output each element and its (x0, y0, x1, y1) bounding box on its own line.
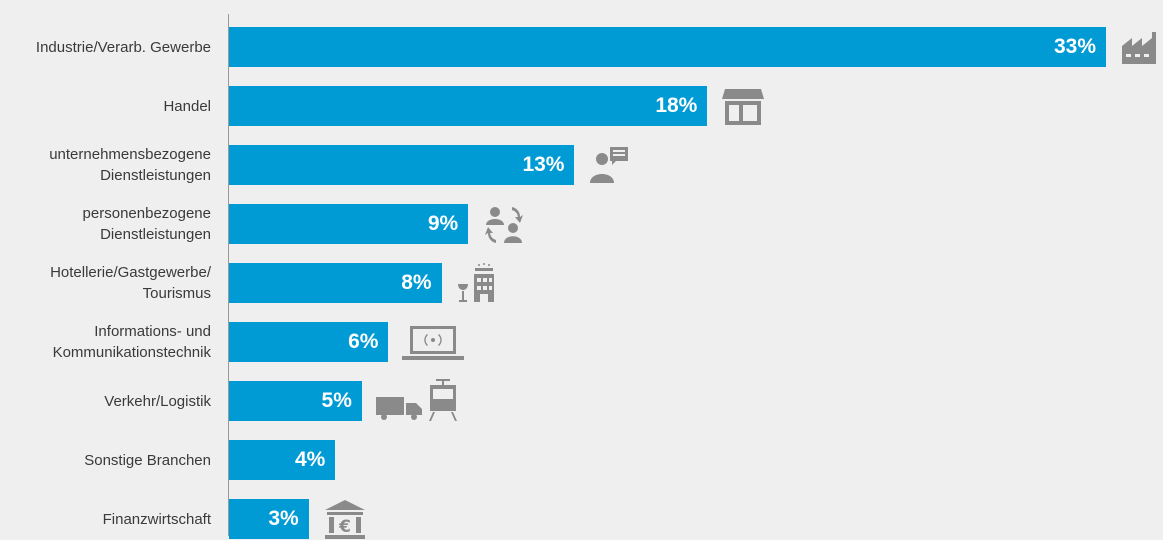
svg-text:€: € (338, 517, 351, 537)
hotel-wine-icon (457, 263, 494, 302)
bar (229, 86, 708, 126)
category-label: unternehmensbezogene Dienstleistungen (49, 146, 211, 184)
people-exchange-icon (485, 207, 524, 243)
bar-value-label: 13% (522, 153, 565, 176)
category-label: Finanzwirtschaft (102, 510, 211, 528)
bar-value-label: 33% (1053, 35, 1096, 58)
bar-value-label: 3% (268, 507, 299, 530)
bar-value-label: 18% (655, 94, 698, 117)
truck-train-icon (375, 379, 457, 421)
category-label: Verkehr/Logistik (104, 392, 211, 410)
category-label: Handel (163, 97, 211, 115)
laptop-wifi-icon (402, 326, 465, 360)
bar-value-label: 8% (401, 271, 432, 294)
bar (229, 204, 469, 244)
shop-icon (722, 89, 765, 125)
bar (229, 145, 575, 185)
bar-value-label: 6% (348, 330, 379, 353)
bar-value-label: 4% (294, 448, 326, 471)
category-label: personenbezogene Dienstleistungen (82, 205, 211, 243)
bar (229, 440, 336, 480)
category-label: Informations- und Kommunikationstechnik (52, 323, 211, 361)
bar-value-label: 9% (427, 212, 459, 235)
bar (229, 322, 389, 362)
bar-value-label: 5% (321, 389, 352, 412)
category-label: Sonstige Branchen (84, 451, 211, 469)
business-person-chat-icon (590, 147, 629, 183)
bar (229, 27, 1106, 67)
bar (229, 499, 309, 539)
category-label: Hotellerie/Gastgewerbe/ Tourismus (50, 264, 211, 302)
category-label: Industrie/Verarb. Gewerbe (35, 38, 211, 56)
factory-icon (1122, 32, 1156, 64)
bank-euro-icon: € (324, 500, 365, 539)
bar (229, 381, 362, 421)
category-axis-line (228, 14, 229, 536)
bar (229, 263, 442, 303)
